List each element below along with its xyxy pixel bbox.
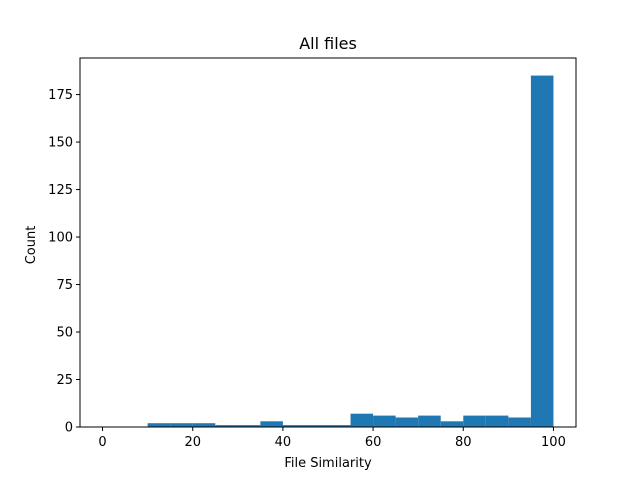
histogram-bar: [328, 425, 351, 427]
histogram-bar: [373, 415, 396, 427]
histogram-bar: [215, 425, 238, 427]
histogram-bar: [395, 417, 419, 427]
histogram-bar: [440, 421, 464, 427]
histogram-bar: [463, 415, 486, 427]
x-axis-label: File Similarity: [284, 456, 372, 471]
y-tick-label: 75: [56, 278, 73, 293]
bars-group: [147, 75, 554, 428]
histogram-bar: [237, 425, 261, 427]
histogram-bar: [418, 415, 441, 427]
x-tick-label: 80: [455, 435, 472, 450]
histogram-bar: [282, 425, 306, 427]
histogram-bar: [305, 425, 328, 427]
y-tick-label: 175: [48, 88, 73, 103]
x-tick-label: 60: [365, 435, 382, 450]
histogram-bar: [530, 75, 554, 428]
histogram-bar: [508, 417, 531, 427]
histogram-bar: [147, 423, 171, 427]
histogram-bar: [485, 415, 509, 427]
x-tick-label: 100: [541, 435, 566, 450]
axes-group: [79, 57, 577, 428]
y-ticks-group: 0 25 50 75 100 125 150 175: [48, 88, 80, 436]
x-tick-label: 20: [184, 435, 201, 450]
y-axis-label: Count: [24, 226, 39, 265]
y-tick-label: 100: [48, 231, 73, 246]
y-tick-label: 50: [56, 326, 73, 341]
y-tick-label: 25: [56, 373, 73, 388]
y-tick-label: 0: [65, 421, 73, 436]
y-tick-label: 125: [48, 183, 73, 198]
histogram-bar: [260, 421, 283, 427]
x-tick-label: 40: [275, 435, 292, 450]
x-tick-label: 0: [98, 435, 106, 450]
x-ticks-group: 0 20 40 60 80 100: [98, 427, 566, 450]
y-tick-label: 150: [48, 136, 73, 151]
histogram-bar: [170, 423, 193, 427]
histogram-bar: [350, 413, 374, 427]
axes-frame: [79, 57, 577, 428]
chart-title: All files: [299, 34, 357, 53]
histogram-bar: [192, 423, 216, 427]
